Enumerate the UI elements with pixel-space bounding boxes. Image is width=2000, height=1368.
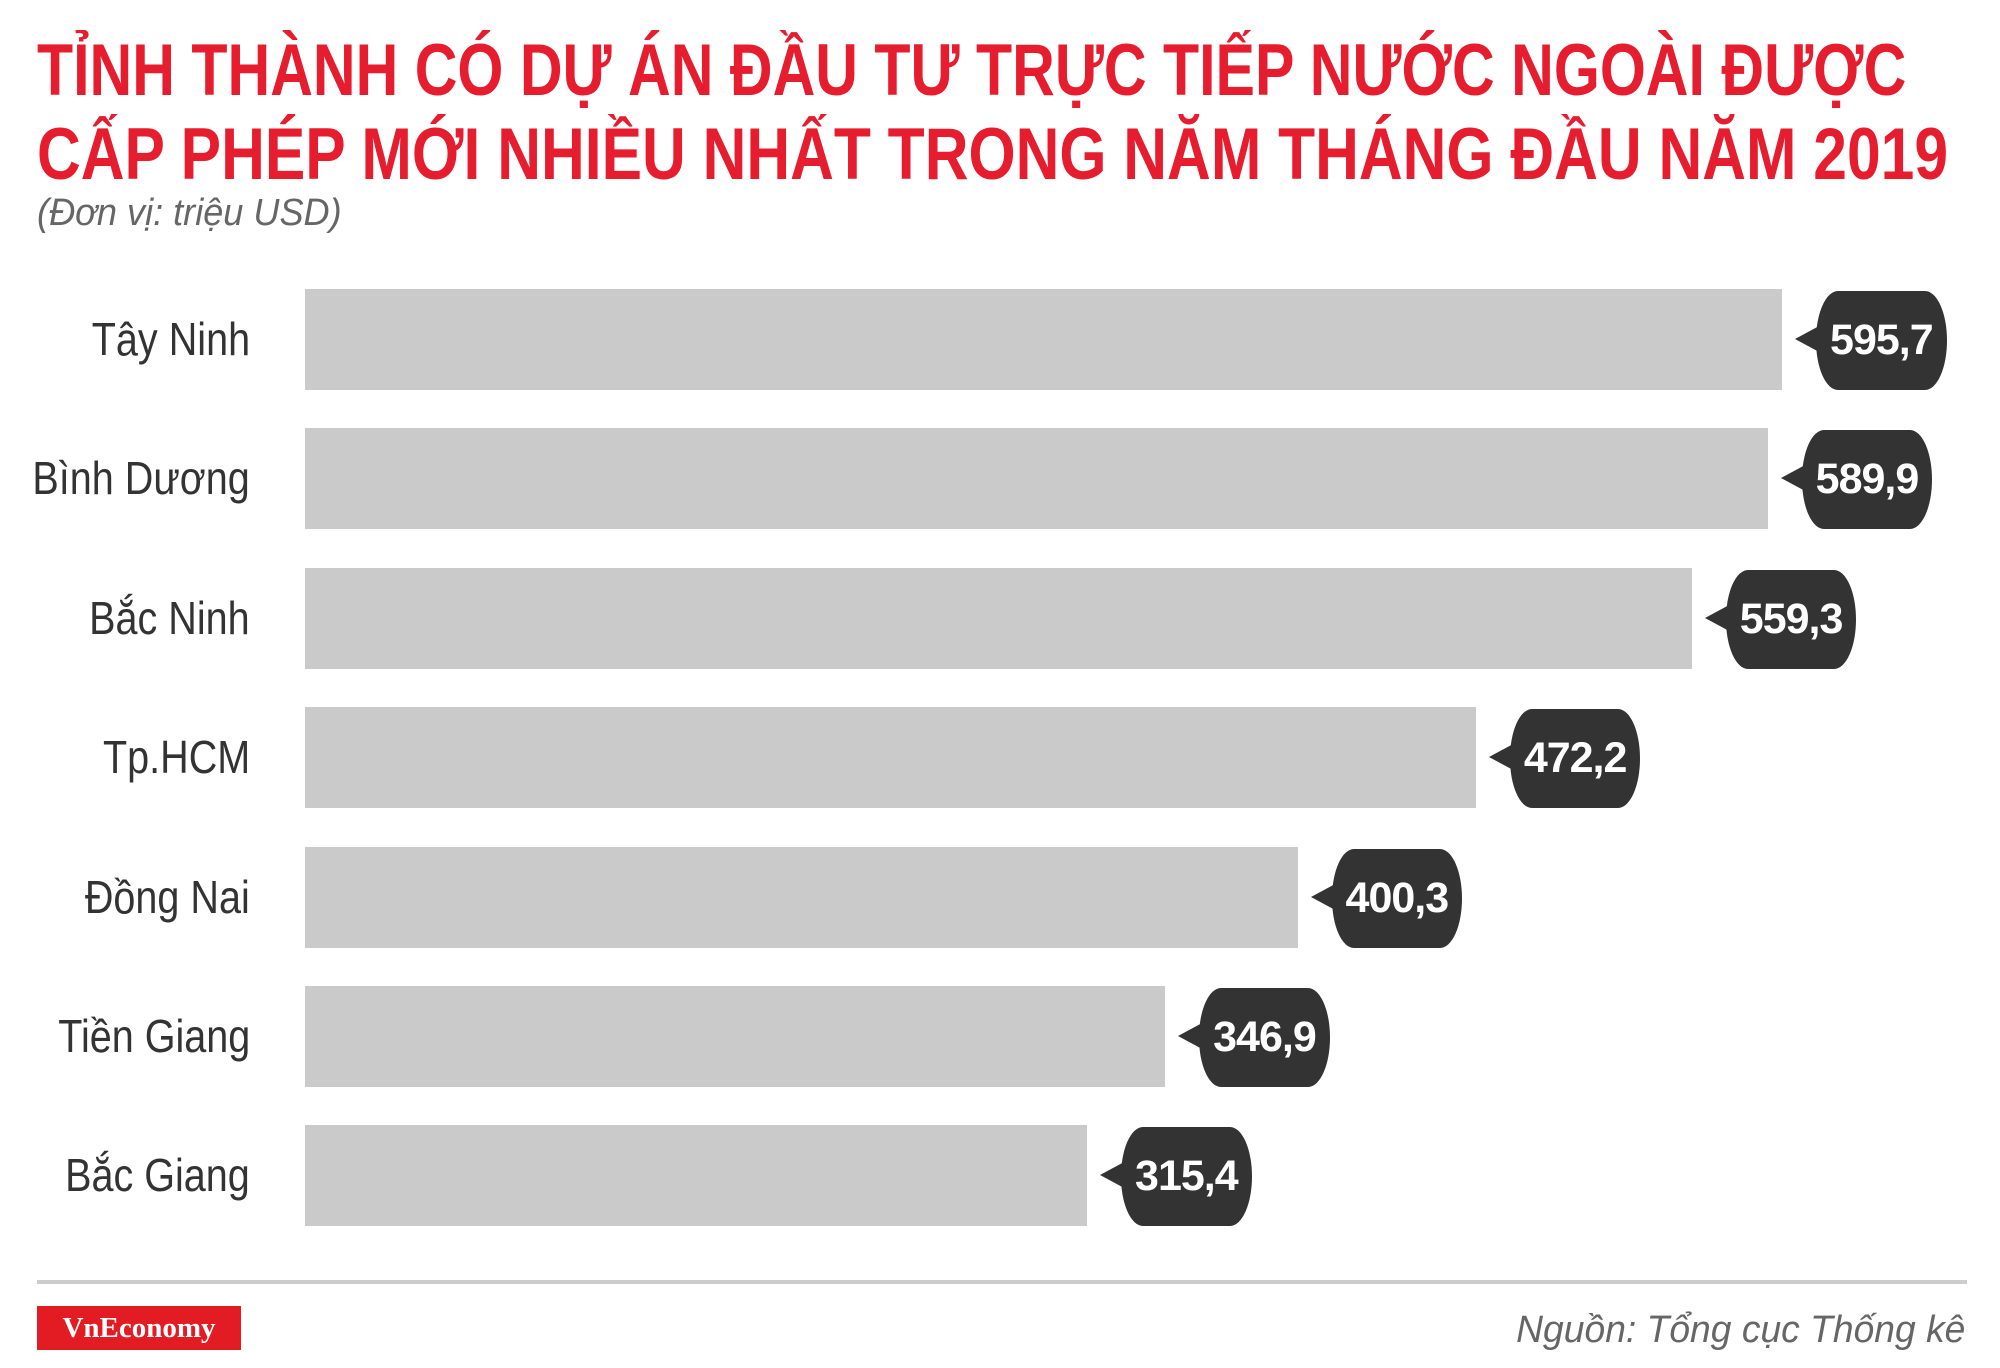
source-note: Nguồn: Tổng cục Thống kê bbox=[1515, 1309, 1965, 1351]
unit-subtitle: (Đơn vị: triệu USD) bbox=[37, 192, 342, 234]
bar bbox=[305, 986, 1166, 1087]
bar-chart: Tây Ninh 595,7 Bình Dương 589,9 Bắc Ninh 559,… bbox=[0, 289, 2000, 1227]
vneconomy-logo: VnEconomy bbox=[37, 1306, 241, 1350]
bar bbox=[305, 846, 1298, 948]
value-bubble: 559,3 bbox=[1725, 569, 1857, 669]
bar-row: Tây Ninh 595,7 bbox=[0, 289, 2000, 390]
value-bubble: 595,7 bbox=[1816, 291, 1947, 390]
title-line-1: TỈNH THÀNH CÓ DỰ ÁN ĐẦU TƯ TRỰC TIẾP NƯỚ… bbox=[37, 30, 1907, 111]
category-label: Tiền Giang bbox=[57, 1010, 250, 1062]
value-bubble: 315,4 bbox=[1121, 1127, 1252, 1227]
footer-divider bbox=[37, 1280, 1967, 1284]
bar-row: Bắc Ninh 559,3 bbox=[0, 567, 2000, 669]
bar bbox=[305, 1125, 1088, 1227]
value-bubble: 589,9 bbox=[1801, 430, 1933, 530]
bar bbox=[305, 289, 1783, 390]
value-bubble: 346,9 bbox=[1199, 988, 1330, 1087]
bar-row: Đồng Nai 400,3 bbox=[0, 846, 2000, 948]
value-bubble: 400,3 bbox=[1331, 848, 1463, 948]
value-bubble: 472,2 bbox=[1509, 709, 1641, 809]
bar bbox=[305, 428, 1768, 530]
title-line-2: CẤP PHÉP MỚI NHIỀU NHẤT TRONG NĂM THÁNG … bbox=[37, 114, 1949, 195]
category-label: Bắc Giang bbox=[65, 1149, 250, 1202]
category-label: Đồng Nai bbox=[85, 870, 250, 923]
bar-row: Tp.HCM 472,2 bbox=[0, 707, 2000, 809]
bar-row: Bắc Giang 315,4 bbox=[0, 1125, 2000, 1227]
bar bbox=[305, 567, 1692, 669]
bar-row: Tiền Giang 346,9 bbox=[0, 986, 2000, 1087]
category-label: Tp.HCM bbox=[102, 731, 250, 784]
bar bbox=[305, 707, 1476, 809]
bar-row: Bình Dương 589,9 bbox=[0, 428, 2000, 530]
category-label: Bình Dương bbox=[32, 452, 250, 505]
category-label: Bắc Ninh bbox=[89, 591, 250, 644]
category-label: Tây Ninh bbox=[91, 313, 250, 365]
